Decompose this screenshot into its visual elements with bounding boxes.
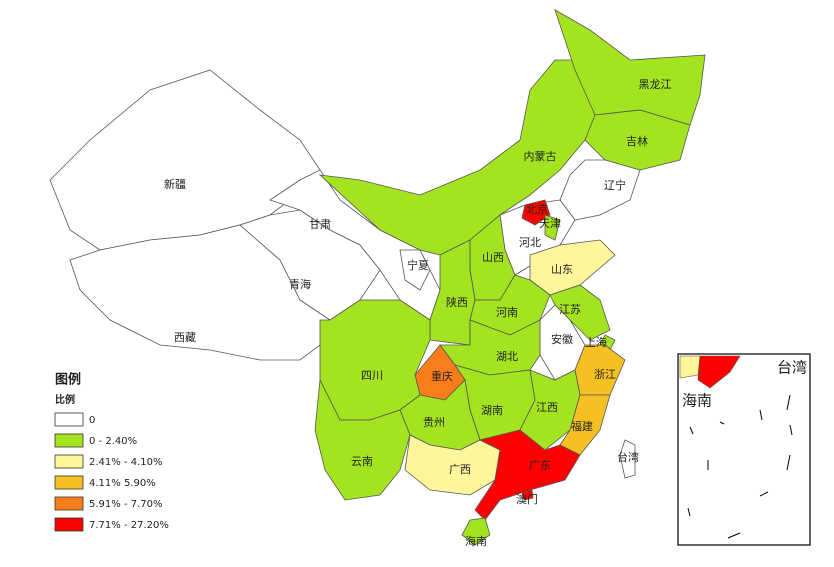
- province-label: 重庆: [431, 369, 453, 383]
- legend-label: 4.11% 5.90%: [89, 478, 156, 489]
- province-label: 湖北: [496, 350, 518, 363]
- inset-label: 台湾: [777, 359, 807, 377]
- inset-islands: [687, 394, 793, 539]
- province: [521, 489, 534, 501]
- province-label: 江西: [536, 401, 558, 414]
- province-label: 广西: [449, 463, 471, 476]
- province-label: 陕西: [446, 295, 468, 309]
- legend-label: 5.91% - 7.70%: [89, 499, 163, 510]
- legend-label: 0 - 2.40%: [89, 436, 137, 447]
- province-label: 河北: [519, 236, 541, 249]
- province-label: 云南: [351, 455, 373, 468]
- province-label: 辽宁: [604, 178, 626, 192]
- legend-swatch: [54, 454, 84, 469]
- province: [461, 517, 491, 546]
- province: [314, 378, 411, 501]
- province-label: 北京: [526, 202, 548, 216]
- legend-label: 0: [89, 415, 95, 426]
- province-label: 山西: [482, 251, 504, 264]
- province-label: 青海: [289, 277, 311, 291]
- province-label: 河南: [496, 306, 518, 319]
- province-label: 新疆: [164, 177, 186, 191]
- province-label: 天津: [539, 217, 561, 230]
- province-label: 内蒙古: [524, 149, 557, 163]
- province-label: 湖南: [481, 404, 503, 417]
- province: [554, 9, 706, 126]
- province-label: 台湾: [617, 450, 639, 464]
- regions: [49, 9, 706, 546]
- province-label: 宁夏: [407, 258, 429, 272]
- legend: 图例 比例 0 0 - 2.40% 2.41% - 4.10% 4.11% 5.90%…: [54, 372, 169, 532]
- province: [619, 439, 636, 479]
- province-label: 澳门: [516, 492, 538, 506]
- province: [544, 214, 561, 241]
- province-label: 山东: [551, 263, 573, 276]
- legend-swatch: [54, 412, 84, 427]
- province-label: 四川: [361, 369, 383, 382]
- province: [559, 159, 641, 221]
- legend-swatch: [54, 475, 84, 490]
- province-label: 福建: [571, 419, 593, 433]
- province-label: 上海: [585, 335, 607, 349]
- legend-swatch: [54, 433, 84, 448]
- province-label: 黑龙江: [639, 78, 672, 91]
- legend-subtitle: 比例: [55, 393, 75, 406]
- legend-title: 图例: [55, 372, 81, 388]
- province-label: 浙江: [594, 368, 616, 381]
- province-label: 安徽: [551, 332, 573, 346]
- legend-swatch: [54, 496, 84, 511]
- inset-label: 海南: [682, 392, 712, 410]
- province-label: 贵州: [423, 416, 445, 429]
- province: [399, 249, 431, 291]
- province: [584, 109, 691, 171]
- province-label: 甘肃: [309, 218, 331, 231]
- province-label: 海南: [465, 534, 487, 548]
- legend-swatch: [54, 517, 84, 532]
- inset-fragment: [697, 355, 741, 389]
- province-label: 广东: [529, 459, 551, 472]
- province-label: 西藏: [174, 331, 196, 344]
- province: [521, 199, 551, 226]
- inset-fragment: [679, 355, 701, 379]
- legend-label: 2.41% - 4.10%: [89, 457, 163, 468]
- province-label: 江苏: [559, 303, 581, 316]
- legend-label: 7.71% - 27.20%: [89, 520, 169, 531]
- inset-frame: [677, 353, 811, 546]
- province-label: 吉林: [626, 134, 648, 148]
